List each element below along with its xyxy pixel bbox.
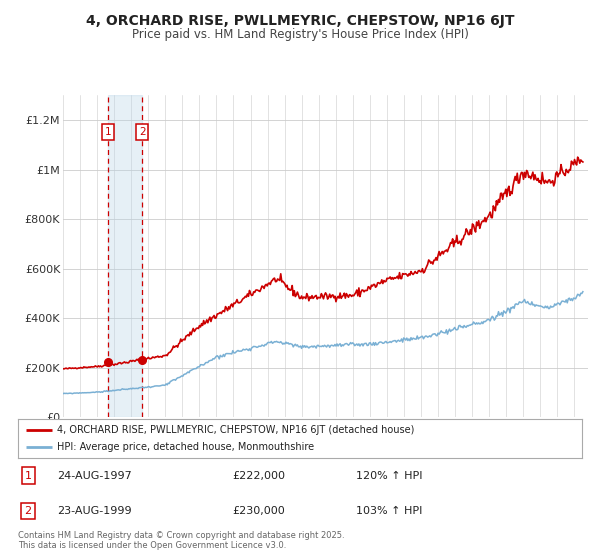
Text: Contains HM Land Registry data © Crown copyright and database right 2025.
This d: Contains HM Land Registry data © Crown c… [18,531,344,550]
Bar [108,95,142,417]
Text: 23-AUG-1999: 23-AUG-1999 [58,506,132,516]
Text: 2: 2 [139,127,145,137]
Text: 4, ORCHARD RISE, PWLLMEYRIC, CHEPSTOW, NP16 6JT (detached house): 4, ORCHARD RISE, PWLLMEYRIC, CHEPSTOW, N… [58,424,415,435]
Text: HPI: Average price, detached house, Monmouthshire: HPI: Average price, detached house, Monm… [58,442,314,452]
Text: 2: 2 [25,506,32,516]
Text: 103% ↑ HPI: 103% ↑ HPI [356,506,423,516]
Text: 1: 1 [25,470,32,480]
Text: Price paid vs. HM Land Registry's House Price Index (HPI): Price paid vs. HM Land Registry's House … [131,28,469,41]
Text: 4, ORCHARD RISE, PWLLMEYRIC, CHEPSTOW, NP16 6JT: 4, ORCHARD RISE, PWLLMEYRIC, CHEPSTOW, N… [86,14,514,28]
Text: 1: 1 [104,127,112,137]
Text: £222,000: £222,000 [232,470,286,480]
Text: £230,000: £230,000 [232,506,285,516]
Text: 24-AUG-1997: 24-AUG-1997 [58,470,132,480]
Text: 120% ↑ HPI: 120% ↑ HPI [356,470,423,480]
